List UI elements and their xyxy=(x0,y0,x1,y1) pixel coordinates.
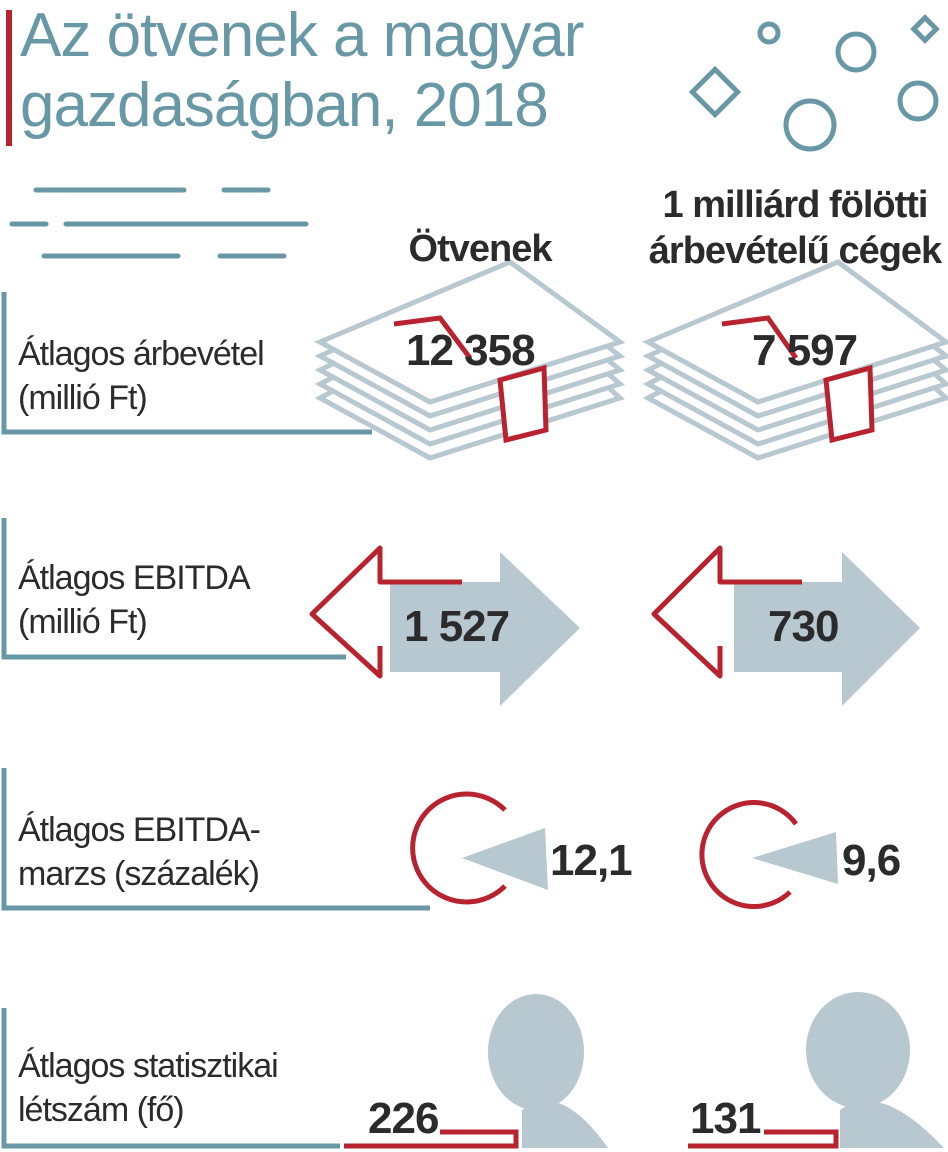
money-stack-icon xyxy=(642,259,948,461)
pie-slice-icon xyxy=(410,791,548,905)
row-label-line1: Átlagos statisztikai xyxy=(18,1047,279,1085)
decorative-lines xyxy=(9,187,309,259)
page-title-line1: Az ötvenek a magyar xyxy=(20,1,584,70)
row-label-line1: Átlagos EBITDA- xyxy=(18,811,261,849)
page-title-line2: gazdaságban, 2018 xyxy=(20,71,549,140)
value-margin-right: 9,6 xyxy=(842,836,901,885)
column-header-right-line2: árbevételű cégek xyxy=(648,230,942,272)
value-revenue-right: 7 597 xyxy=(752,326,858,375)
value-revenue-left: 12 358 xyxy=(406,326,536,375)
pie-slice-icon xyxy=(699,800,838,910)
diamond-icon xyxy=(910,14,940,44)
row-label-line1: Átlagos árbevétel xyxy=(18,335,265,373)
circle-icon xyxy=(835,31,877,73)
row-label-ebitda: Átlagos EBITDA (millió Ft) xyxy=(18,556,251,644)
small-circle-icon xyxy=(757,21,781,45)
row-label-revenue: Átlagos árbevétel (millió Ft) xyxy=(18,332,265,420)
person-icon xyxy=(488,994,608,1148)
row-brackets xyxy=(1,292,430,1149)
value-ebitda-right: 730 xyxy=(768,602,839,651)
person-underlines xyxy=(344,1129,839,1149)
value-headcount-right: 131 xyxy=(690,1094,761,1143)
row-label-line2: létszám (fő) xyxy=(18,1091,185,1129)
row-label-ebitda-margin: Átlagos EBITDA- marzs (százalék) xyxy=(18,808,261,896)
row-label-headcount: Átlagos statisztikai létszám (fő) xyxy=(18,1044,279,1132)
column-header-left: Ötvenek xyxy=(408,228,553,270)
person-icon xyxy=(806,992,944,1148)
row-label-line1: Átlagos EBITDA xyxy=(18,559,251,597)
title-accent-bar xyxy=(6,10,12,146)
column-header-right-line1: 1 milliárd fölötti xyxy=(662,184,929,226)
row-label-line2: (millió Ft) xyxy=(18,603,148,641)
money-stack-icon xyxy=(314,259,626,461)
row-label-line2: marzs (százalék) xyxy=(18,855,260,893)
value-ebitda-left: 1 527 xyxy=(404,602,510,651)
diamond-icon xyxy=(688,65,742,119)
value-headcount-left: 226 xyxy=(368,1094,439,1143)
circle-icon xyxy=(897,80,939,122)
row-label-line2: (millió Ft) xyxy=(18,379,148,417)
arrows-icon xyxy=(309,545,580,706)
value-margin-left: 12,1 xyxy=(550,836,633,885)
decorative-shapes xyxy=(688,14,940,152)
circle-icon xyxy=(783,98,837,152)
arrows-icon xyxy=(651,545,920,706)
